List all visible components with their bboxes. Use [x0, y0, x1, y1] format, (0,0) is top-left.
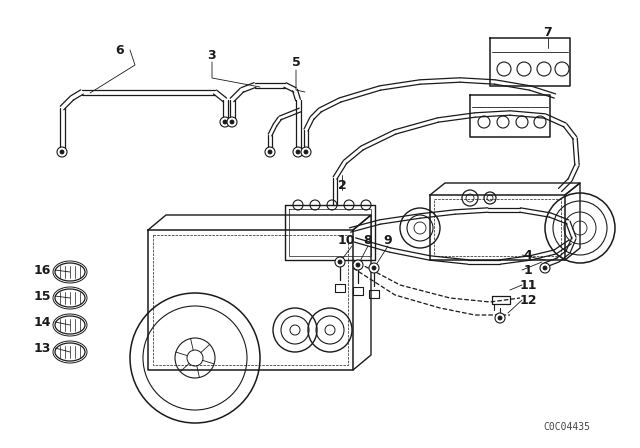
Circle shape — [230, 120, 234, 124]
Text: 11: 11 — [519, 279, 537, 292]
Circle shape — [227, 117, 237, 127]
Circle shape — [296, 150, 300, 154]
Text: 15: 15 — [33, 289, 51, 302]
Text: 4: 4 — [524, 249, 532, 262]
Circle shape — [369, 263, 379, 273]
Text: 8: 8 — [364, 233, 372, 246]
Circle shape — [223, 120, 227, 124]
Text: 14: 14 — [33, 315, 51, 328]
Circle shape — [540, 263, 550, 273]
Text: 9: 9 — [384, 233, 392, 246]
Text: 12: 12 — [519, 293, 537, 306]
Text: 3: 3 — [208, 48, 216, 61]
Text: 7: 7 — [543, 26, 552, 39]
Text: 16: 16 — [33, 263, 51, 276]
Circle shape — [293, 147, 303, 157]
Circle shape — [265, 147, 275, 157]
Text: 2: 2 — [338, 178, 346, 191]
Circle shape — [304, 150, 308, 154]
Text: 10: 10 — [337, 233, 355, 246]
Circle shape — [335, 257, 345, 267]
Text: 5: 5 — [292, 56, 300, 69]
Circle shape — [338, 260, 342, 264]
Circle shape — [495, 313, 505, 323]
Circle shape — [57, 147, 67, 157]
Circle shape — [372, 266, 376, 270]
Circle shape — [60, 150, 64, 154]
Circle shape — [301, 147, 311, 157]
Circle shape — [353, 260, 363, 270]
Circle shape — [268, 150, 272, 154]
Text: 6: 6 — [116, 43, 124, 56]
Circle shape — [498, 316, 502, 320]
Circle shape — [220, 117, 230, 127]
Text: C0C04435: C0C04435 — [543, 422, 590, 432]
Circle shape — [543, 266, 547, 270]
Text: 1: 1 — [524, 263, 532, 276]
Circle shape — [356, 263, 360, 267]
Text: 13: 13 — [33, 341, 51, 354]
